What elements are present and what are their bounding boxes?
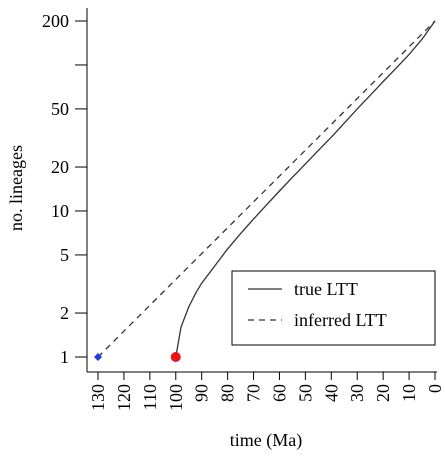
marker-layer [94, 352, 181, 362]
x-tick-label-70: 70 [244, 384, 264, 402]
y-tick-label-50: 50 [51, 99, 69, 119]
y-axis-label: no. lineages [6, 145, 26, 231]
y-tick-label-20: 20 [51, 157, 69, 177]
series-true-ltt [175, 20, 436, 358]
x-tick-label-90: 90 [192, 384, 212, 402]
x-tick-label-40: 40 [321, 384, 341, 402]
y-tick-label-5: 5 [60, 245, 69, 265]
legend: true LTT inferred LTT [231, 270, 436, 346]
x-axis-label: time (Ma) [230, 430, 302, 451]
legend-box [231, 270, 436, 346]
x-tick-label-50: 50 [295, 384, 315, 402]
legend-label-0: true LTT [294, 279, 358, 299]
y-tick-label-200: 200 [42, 11, 69, 31]
y-tick-label-1: 1 [60, 347, 69, 367]
series-inferred-ltt [97, 20, 436, 358]
y-tick-label-2: 2 [60, 303, 69, 323]
y-tick-label-10: 10 [51, 201, 69, 221]
marker-circle-100 [170, 352, 181, 362]
x-tick-label-60: 60 [269, 384, 289, 402]
legend-label-1: inferred LTT [294, 310, 387, 330]
series-layer [97, 20, 436, 358]
marker-diamond-130 [94, 353, 102, 361]
x-tick-label-100: 100 [166, 384, 186, 411]
x-tick-label-80: 80 [218, 384, 238, 402]
x-tick-label-130: 130 [88, 384, 108, 411]
x-tick-label-110: 110 [140, 384, 160, 410]
x-tick-label-20: 20 [373, 384, 393, 402]
x-tick-label-10: 10 [399, 384, 419, 402]
x-tick-label-120: 120 [114, 384, 134, 411]
x-tick-label-30: 30 [347, 384, 367, 402]
x-tick-label-0: 0 [425, 384, 445, 393]
